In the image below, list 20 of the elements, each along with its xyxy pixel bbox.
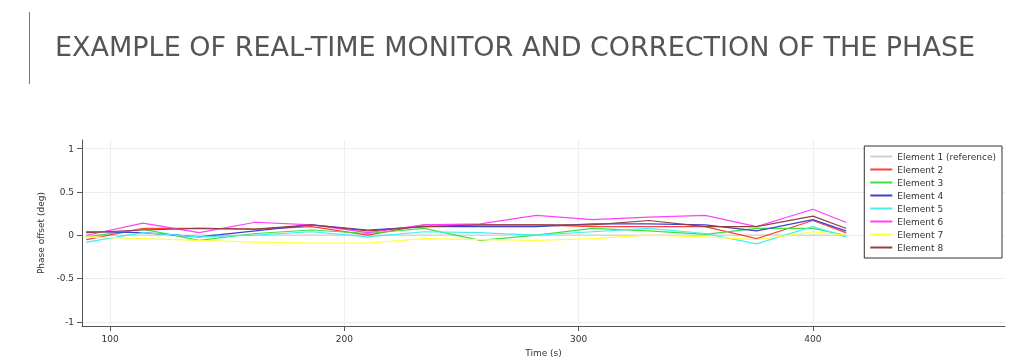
legend-label: Element 7 (897, 229, 944, 240)
y-tick-label: -0.5 (56, 273, 74, 284)
y-tick-label: 1 (68, 143, 74, 154)
legend-label: Element 3 (897, 177, 944, 188)
legend-label: Element 8 (897, 242, 944, 253)
y-tick-label: -1 (65, 316, 74, 327)
x-tick-label: 200 (335, 333, 354, 344)
legend-label: Element 1 (reference) (897, 151, 997, 162)
x-tick-label: 400 (804, 333, 822, 344)
legend-label: Element 5 (897, 203, 944, 214)
y-axis-title: Phase offset (deg) (36, 192, 47, 275)
x-tick-label: 100 (101, 333, 119, 344)
legend-label: Element 2 (897, 164, 944, 175)
x-axis-title: Time (s) (524, 347, 562, 358)
y-tick-label: 0 (68, 230, 75, 241)
x-tick-label: 300 (570, 333, 588, 344)
legend-label: Element 6 (897, 216, 944, 227)
y-tick-label: 0.5 (59, 186, 74, 197)
legend-label: Element 4 (897, 190, 944, 201)
chart-title: EXAMPLE OF REAL-TIME MONITOR AND CORRECTION OF THE PHASE (55, 31, 976, 62)
